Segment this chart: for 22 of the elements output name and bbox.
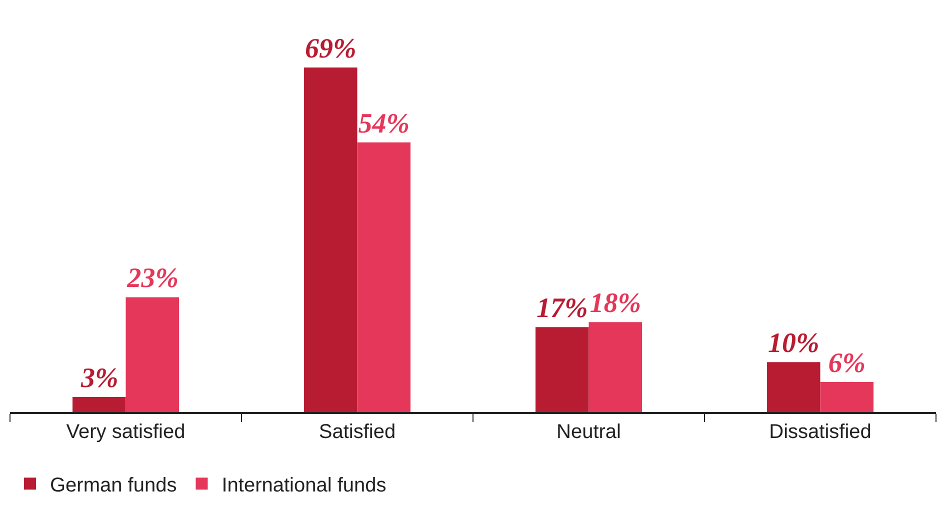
bar bbox=[126, 297, 179, 412]
bar bbox=[767, 362, 820, 412]
bar bbox=[536, 327, 589, 412]
x-tick-label: Very satisfied bbox=[66, 420, 186, 443]
data-label: 18% bbox=[590, 288, 642, 320]
bar bbox=[304, 68, 358, 412]
bar bbox=[72, 397, 126, 412]
data-label: 54% bbox=[358, 108, 410, 140]
data-label: 69% bbox=[304, 34, 356, 65]
bar bbox=[820, 382, 874, 412]
legend-label: International funds bbox=[222, 474, 386, 496]
data-label: 23% bbox=[126, 263, 179, 294]
bar bbox=[588, 322, 642, 412]
x-tick-label: Satisfied bbox=[318, 420, 396, 443]
data-label: 3% bbox=[80, 363, 118, 394]
data-label: 10% bbox=[768, 328, 820, 360]
x-tick-label: Dissatisfied bbox=[769, 420, 872, 443]
x-tick-label: Neutral bbox=[556, 420, 621, 443]
data-label: 17% bbox=[536, 293, 588, 324]
bar bbox=[357, 142, 410, 412]
legend-label: German funds bbox=[50, 474, 177, 496]
data-label: 6% bbox=[828, 348, 866, 380]
